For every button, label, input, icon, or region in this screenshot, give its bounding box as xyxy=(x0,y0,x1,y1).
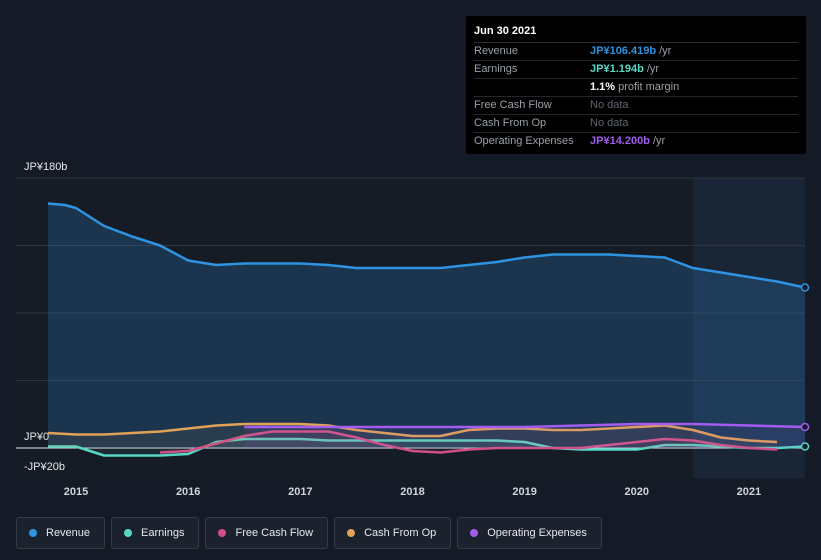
legend-dot-icon xyxy=(347,529,356,537)
x-tick-label: 2015 xyxy=(64,486,88,498)
tooltip-row-unit: /yr xyxy=(659,45,672,57)
legend-item-free-cash-flow[interactable]: Free Cash Flow xyxy=(205,517,329,549)
tooltip-row-label xyxy=(474,79,590,96)
area-operating-expenses xyxy=(244,424,806,448)
tooltip-row-label: Earnings xyxy=(474,63,518,75)
chart: JP¥180b JP¥0 -JP¥20b 2015 2016 2017 2018 2019 20… xyxy=(16,161,810,498)
tooltip-row-unit: /yr xyxy=(646,63,660,75)
endpoint-earnings xyxy=(800,442,810,451)
line-free-cash-flow xyxy=(160,430,778,454)
x-tick-label: 2017 xyxy=(288,486,312,498)
legend-dot-icon xyxy=(470,529,479,537)
tooltip-row: Revenue JP¥106.419b/yr xyxy=(474,43,798,61)
tooltip-row: Cash From Op No data xyxy=(474,115,798,133)
endpoint-operating-expenses xyxy=(800,422,810,432)
legend-item-cash-from-op[interactable]: Cash From Op xyxy=(334,517,452,549)
endpoint-revenue xyxy=(800,283,810,292)
tooltip-row: Operating Expenses JP¥14.200b/yr xyxy=(474,133,798,150)
legend-dot-icon xyxy=(29,529,37,537)
legend-dot-icon xyxy=(218,529,227,537)
legend-label: Cash From Op xyxy=(364,527,437,539)
tooltip-row-label: Revenue xyxy=(474,45,519,57)
tooltip-row: 1.1% profit margin xyxy=(474,79,798,97)
y-axis-label: JP¥0 xyxy=(24,431,49,443)
tooltip-date: Jun 30 2021 xyxy=(474,22,798,43)
highlight-region xyxy=(692,178,805,478)
tooltip-row-unit: /yr xyxy=(652,135,666,147)
tooltip-row-value: No data xyxy=(590,99,629,111)
legend-item-operating-expenses[interactable]: Operating Expenses xyxy=(457,517,602,549)
tooltip-row-value: JP¥106.419b xyxy=(590,45,657,57)
legend-label: Earnings xyxy=(141,527,185,539)
x-tick-label: 2018 xyxy=(400,486,424,498)
x-tick-label: 2016 xyxy=(176,486,200,498)
tooltip-row-unit: profit margin xyxy=(618,81,680,93)
x-tick-label: 2020 xyxy=(625,486,649,498)
tooltip-row: Free Cash Flow No data xyxy=(474,97,798,115)
tooltip-row-label: Free Cash Flow xyxy=(474,99,552,111)
tooltip-row-value: JP¥1.194b xyxy=(590,63,644,75)
x-tick-label: 2021 xyxy=(737,486,761,498)
area-earnings xyxy=(48,439,805,456)
legend-dot-icon xyxy=(124,529,133,537)
data-tooltip: Jun 30 2021 Revenue JP¥106.419b/yr Earning… xyxy=(466,16,806,154)
x-tick-label: 2019 xyxy=(512,486,536,498)
tooltip-row-value: JP¥14.200b xyxy=(590,135,650,147)
legend-label: Free Cash Flow xyxy=(235,527,314,539)
legend-label: Revenue xyxy=(46,527,91,539)
tooltip-row-value: 1.1% xyxy=(590,81,616,93)
tooltip-row-label: Operating Expenses xyxy=(474,135,574,147)
line-operating-expenses xyxy=(244,422,806,429)
line-revenue xyxy=(47,202,806,289)
legend-label: Operating Expenses xyxy=(487,527,587,539)
legend-item-earnings[interactable]: Earnings xyxy=(111,517,200,549)
tooltip-row-value: No data xyxy=(590,117,629,129)
line-earnings xyxy=(48,437,806,457)
legend-item-revenue[interactable]: Revenue xyxy=(16,517,106,549)
y-axis-label: JP¥180b xyxy=(24,161,67,173)
area-free-cash-flow xyxy=(160,431,778,453)
legend: Revenue Earnings Free Cash Flow Cash From O… xyxy=(16,517,602,549)
y-axis-label: -JP¥20b xyxy=(24,461,65,473)
tooltip-row: Earnings JP¥1.194b/yr xyxy=(474,61,798,79)
tooltip-row-label: Cash From Op xyxy=(474,117,547,129)
line-cash-from-op xyxy=(47,422,778,444)
